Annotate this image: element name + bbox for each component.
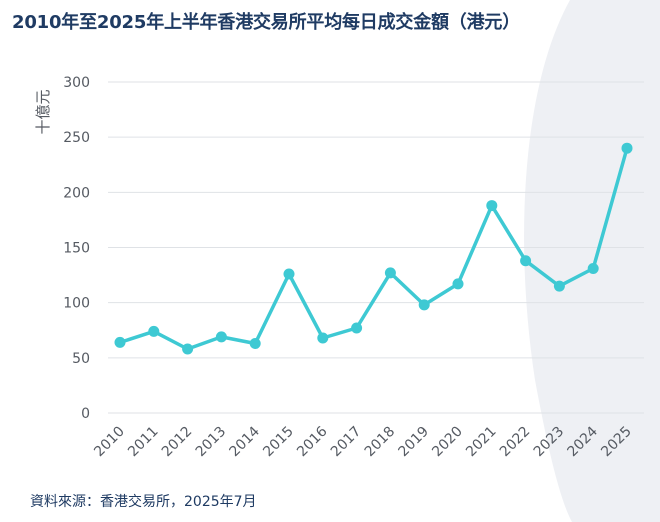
data-point <box>249 337 261 349</box>
source-note: 資料來源：香港交易所，2025年7月 <box>30 494 257 510</box>
x-axis-ticks: 2010201120122013201420152016201720182019… <box>91 423 635 460</box>
y-tick-label: 50 <box>72 351 90 367</box>
x-tick-label: 2014 <box>227 423 264 460</box>
data-point <box>148 325 160 337</box>
x-tick-label: 2011 <box>125 424 162 461</box>
y-tick-label: 250 <box>63 130 90 146</box>
x-tick-label: 2013 <box>193 424 230 461</box>
x-tick-label: 2015 <box>260 424 297 461</box>
data-point <box>621 142 633 154</box>
data-point <box>215 331 227 343</box>
x-tick-label: 2019 <box>396 424 433 461</box>
y-tick-label: 200 <box>63 185 90 201</box>
x-tick-label: 2024 <box>565 423 602 460</box>
data-point <box>182 343 194 355</box>
data-point <box>283 268 295 280</box>
data-point <box>452 278 464 290</box>
x-tick-label: 2016 <box>294 423 331 460</box>
data-point <box>351 322 363 334</box>
y-tick-label: 100 <box>63 296 90 312</box>
data-point <box>418 299 430 311</box>
x-tick-label: 2020 <box>429 424 466 461</box>
series-line <box>118 146 629 351</box>
x-tick-label: 2017 <box>328 424 365 461</box>
gridlines <box>108 81 644 414</box>
data-point <box>114 336 126 348</box>
data-point <box>486 200 498 212</box>
data-point <box>384 267 396 279</box>
y-axis-title: 十億元 <box>34 89 52 134</box>
y-tick-label: 150 <box>63 241 90 257</box>
y-tick-label: 300 <box>63 75 90 91</box>
data-point <box>520 255 532 267</box>
y-axis-ticks: 0 50 100 150 200 250 300 <box>63 75 90 422</box>
data-series <box>114 142 633 355</box>
x-tick-label: 2021 <box>463 424 500 461</box>
data-point <box>553 280 565 292</box>
x-tick-label: 2010 <box>91 424 128 461</box>
data-point <box>317 332 329 344</box>
x-tick-label: 2018 <box>362 424 399 461</box>
x-tick-label: 2022 <box>497 424 534 461</box>
x-tick-label: 2025 <box>598 424 635 461</box>
x-tick-label: 2012 <box>159 424 196 461</box>
x-tick-label: 2023 <box>531 424 568 461</box>
chart-title: 2010年至2025年上半年香港交易所平均每日成交金額（港元） <box>12 12 520 33</box>
data-point <box>587 262 599 274</box>
y-tick-label: 0 <box>81 406 90 422</box>
